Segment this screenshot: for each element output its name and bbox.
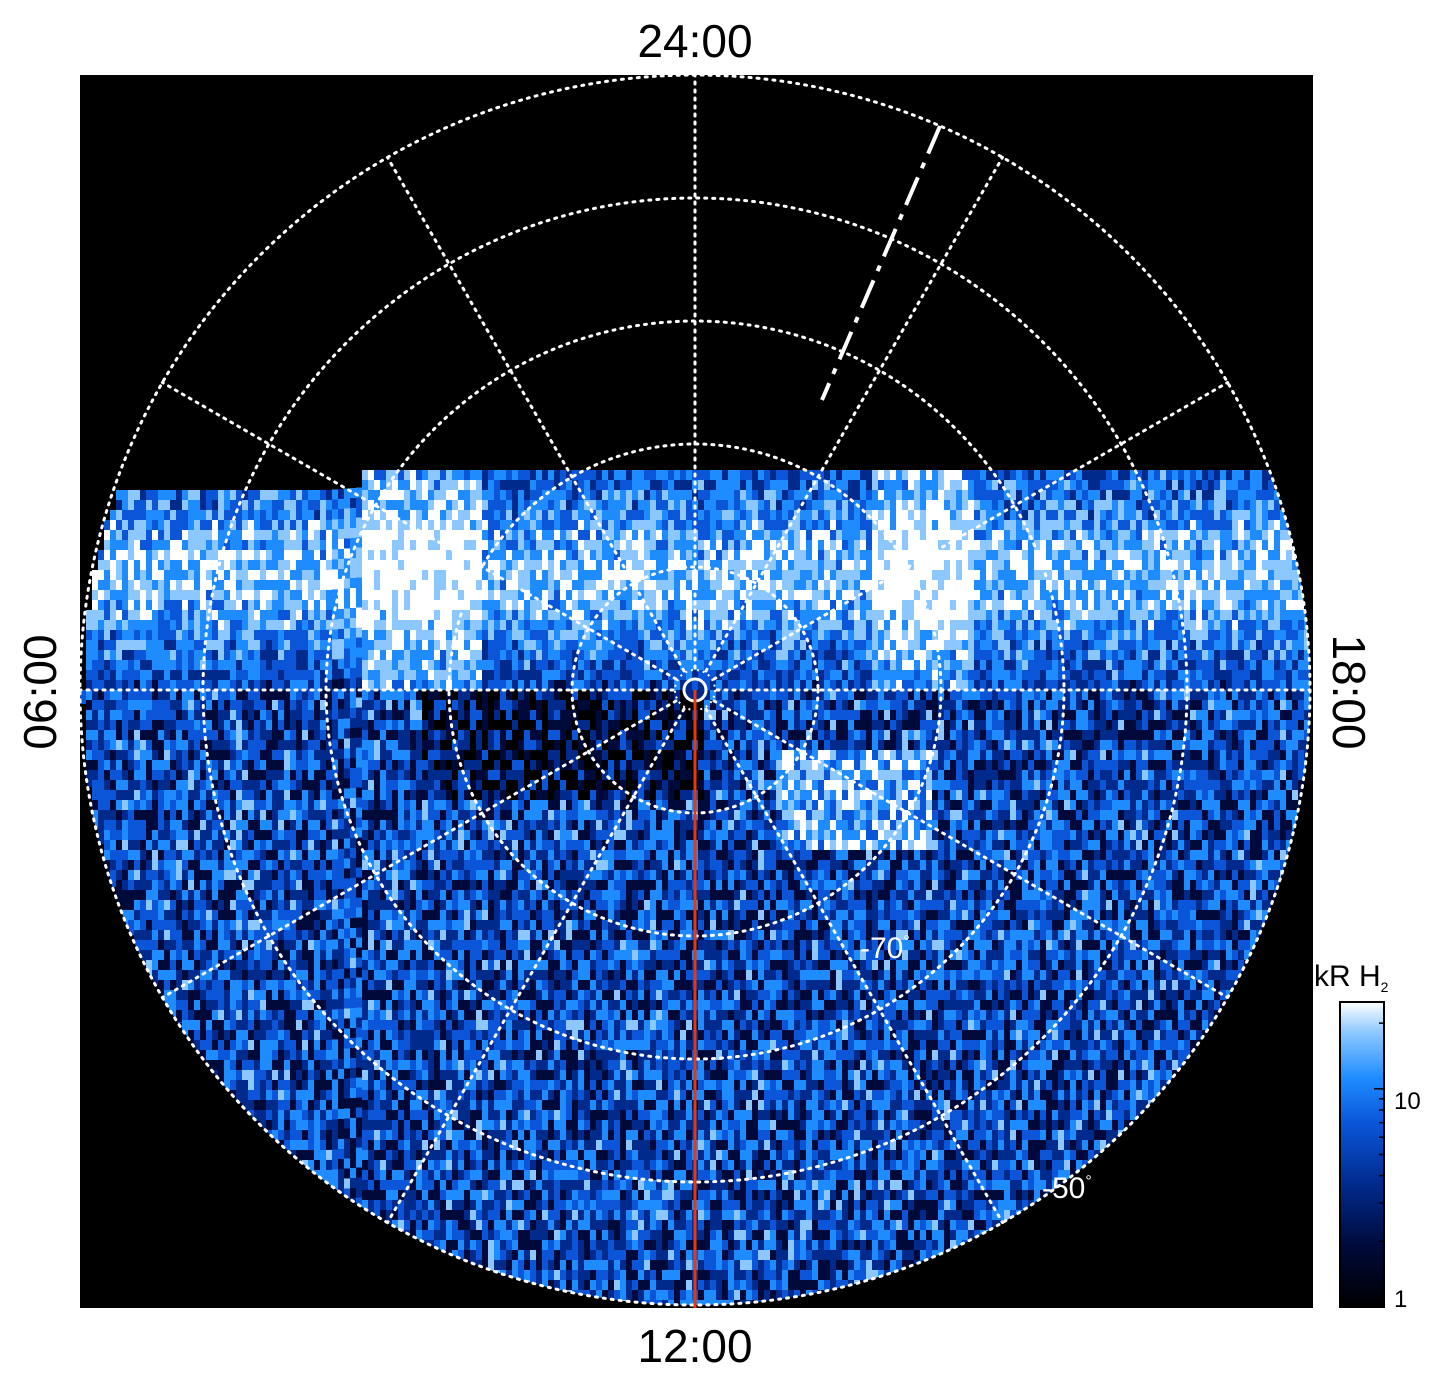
local-time-label-bottom: 12:00 — [637, 1320, 752, 1372]
meridian-line — [704, 707, 1004, 1225]
local-time-label-left: 06:00 — [14, 634, 66, 749]
auroral-emission-raster — [80, 470, 1310, 1305]
meridian-line — [712, 381, 1230, 681]
colorbar-gradient — [1339, 1001, 1385, 1308]
meridian-line — [704, 155, 1004, 673]
meridian-line — [160, 381, 678, 681]
polar-grid — [80, 75, 1312, 1307]
meridian-line — [160, 699, 678, 999]
latitude-circle — [201, 196, 1189, 1184]
latitude-label-70: -70° — [860, 932, 910, 965]
colorbar-ticks — [1374, 1022, 1384, 1308]
colorbar-tick-label-10: 10 — [1394, 1088, 1421, 1115]
colorbar-tick-label-1: 1 — [1394, 1286, 1407, 1313]
meridian-line — [386, 707, 686, 1225]
latitude-label-50: -50° — [1042, 1172, 1092, 1205]
local-time-label-right: 18:00 — [1323, 634, 1375, 749]
dashed-reference-line — [820, 125, 942, 401]
colorbar-title: kR H2 — [1314, 960, 1389, 995]
colorbar: kR H2 10 1 — [1314, 960, 1421, 1313]
meridian-line — [712, 699, 1230, 999]
meridian-line — [386, 155, 686, 673]
local-time-label-top: 24:00 — [637, 15, 752, 67]
